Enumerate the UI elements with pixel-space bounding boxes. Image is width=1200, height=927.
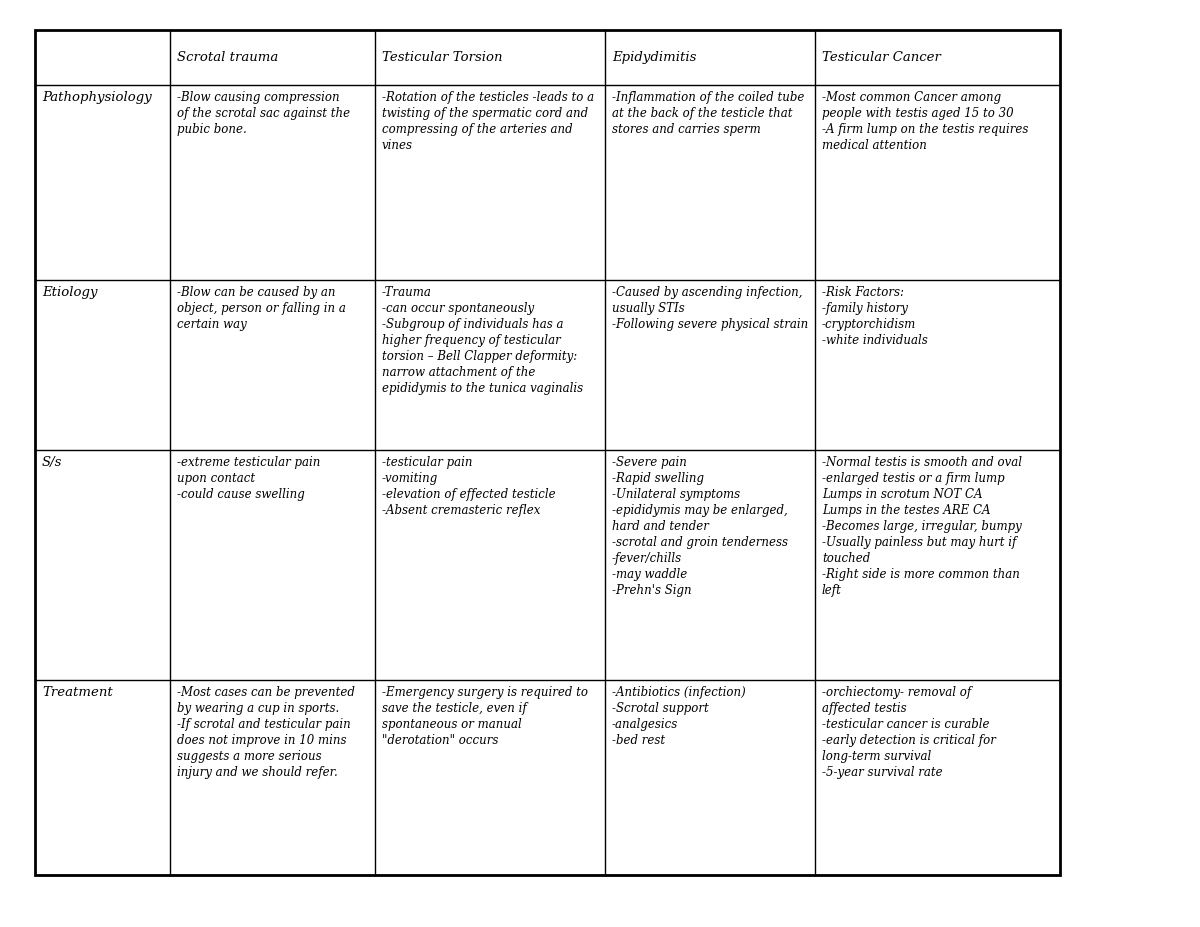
Text: -Most common Cancer among
people with testis aged 15 to 30
-A firm lump on the t: -Most common Cancer among people with te… <box>822 91 1028 152</box>
Text: Pathophysiology: Pathophysiology <box>42 91 151 104</box>
Text: Treatment: Treatment <box>42 686 113 699</box>
Text: -Antibiotics (infection)
-Scrotal support
-analgesics
-bed rest: -Antibiotics (infection) -Scrotal suppor… <box>612 686 745 747</box>
Text: Testicular Torsion: Testicular Torsion <box>382 51 503 64</box>
Text: -Risk Factors:
-family history
-cryptorchidism
-white individuals: -Risk Factors: -family history -cryptorc… <box>822 286 928 347</box>
Text: -orchiectomy- removal of
affected testis
-testicular cancer is curable
-early de: -orchiectomy- removal of affected testis… <box>822 686 996 779</box>
Text: -Normal testis is smooth and oval
-enlarged testis or a firm lump
Lumps in scrot: -Normal testis is smooth and oval -enlar… <box>822 456 1022 597</box>
Text: -Trauma
-can occur spontaneously
-Subgroup of individuals has a
higher frequency: -Trauma -can occur spontaneously -Subgro… <box>382 286 583 395</box>
Text: -Most cases can be prevented
by wearing a cup in sports.
-If scrotal and testicu: -Most cases can be prevented by wearing … <box>178 686 355 779</box>
Text: -Caused by ascending infection,
usually STIs
-Following severe physical strain: -Caused by ascending infection, usually … <box>612 286 809 331</box>
Text: Scrotal trauma: Scrotal trauma <box>178 51 278 64</box>
Text: -Rotation of the testicles -leads to a
twisting of the spermatic cord and
compre: -Rotation of the testicles -leads to a t… <box>382 91 594 152</box>
Text: -Blow causing compression
of the scrotal sac against the
pubic bone.: -Blow causing compression of the scrotal… <box>178 91 350 136</box>
Text: Epidydimitis: Epidydimitis <box>612 51 696 64</box>
Text: -Emergency surgery is required to
save the testicle, even if
spontaneous or manu: -Emergency surgery is required to save t… <box>382 686 588 747</box>
Text: Testicular Cancer: Testicular Cancer <box>822 51 941 64</box>
Text: -Severe pain
-Rapid swelling
-Unilateral symptoms
-epididymis may be enlarged,
h: -Severe pain -Rapid swelling -Unilateral… <box>612 456 788 597</box>
Text: -extreme testicular pain
upon contact
-could cause swelling: -extreme testicular pain upon contact -c… <box>178 456 320 501</box>
Text: Etiology: Etiology <box>42 286 97 299</box>
Bar <box>35 30 1060 875</box>
Text: -Blow can be caused by an
object, person or falling in a
certain way: -Blow can be caused by an object, person… <box>178 286 346 331</box>
Text: -testicular pain
-vomiting
-elevation of effected testicle
-Absent cremasteric r: -testicular pain -vomiting -elevation of… <box>382 456 556 517</box>
Text: S/s: S/s <box>42 456 62 469</box>
Text: -Inflammation of the coiled tube
at the back of the testicle that
stores and car: -Inflammation of the coiled tube at the … <box>612 91 804 136</box>
